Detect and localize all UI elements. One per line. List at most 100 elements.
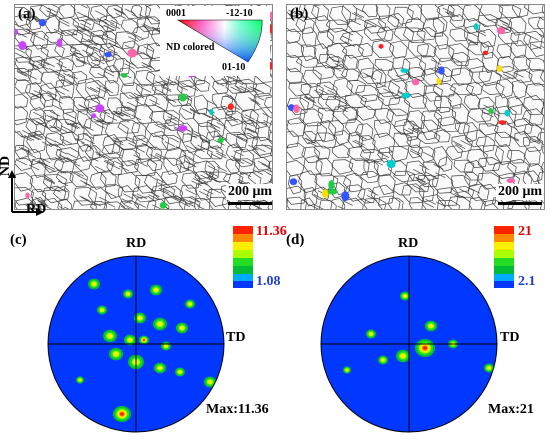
twin-boundary: [59, 20, 70, 27]
grain-boundary: [25, 118, 46, 136]
twin-boundary: [249, 86, 260, 92]
colored-grain: [209, 108, 214, 116]
twin-boundary: [454, 143, 466, 149]
twin-boundary: [200, 174, 211, 181]
microstructure-map-b: [286, 4, 545, 210]
twin-boundary: [430, 59, 442, 65]
twin-boundary: [126, 207, 131, 209]
grain-boundary: [370, 184, 395, 206]
grain-boundary: [332, 144, 351, 159]
grain-boundary: [103, 64, 120, 84]
grain-boundary: [314, 145, 331, 160]
grain-boundary: [403, 93, 428, 109]
twin-boundary: [77, 175, 88, 181]
grain-boundary: [287, 117, 306, 137]
grain-boundary: [15, 158, 33, 171]
grain-boundary: [252, 83, 272, 97]
grain-boundary: [29, 174, 53, 193]
grain-boundary: [393, 170, 416, 182]
grain-boundary: [508, 104, 532, 128]
grain-boundary: [132, 25, 150, 41]
twin-boundary: [186, 161, 197, 168]
colored-grain: [498, 120, 507, 125]
grain-boundary: [508, 15, 527, 36]
grain-boundary: [355, 84, 379, 103]
grain-boundary: [118, 200, 140, 209]
pf-d-max-label: Max:21: [488, 402, 534, 417]
grain-boundary: [104, 80, 120, 96]
intensity-blob: [92, 282, 96, 286]
twin-boundary: [66, 152, 77, 159]
grain-boundary: [492, 161, 517, 179]
twin-boundary: [40, 157, 51, 164]
grain-boundary: [523, 5, 544, 15]
grain-boundary: [481, 105, 500, 127]
twin-boundary: [16, 71, 28, 77]
grain-boundary: [432, 173, 454, 194]
twin-boundary: [356, 133, 367, 140]
panel-label-a: (a): [18, 6, 36, 22]
grain-boundary: [299, 108, 324, 127]
twin-boundary: [246, 134, 258, 141]
colored-grain: [120, 72, 128, 78]
twin-boundary: [166, 112, 177, 119]
grain-boundary: [494, 17, 513, 35]
grain-boundary: [303, 187, 318, 207]
grain-boundary: [463, 93, 481, 110]
grain-boundary: [536, 16, 544, 35]
legend-d-min: 2.1: [518, 274, 536, 289]
grain-boundary: [99, 109, 115, 124]
grain-boundary: [374, 157, 393, 177]
legend-bar-d: [494, 226, 514, 288]
twin-boundary: [210, 153, 221, 159]
twin-boundary: [460, 140, 471, 146]
twin-boundary: [262, 112, 272, 119]
twin-boundary: [530, 137, 541, 143]
twin-boundary: [108, 42, 119, 49]
grain-boundary: [325, 19, 349, 33]
grain-boundary: [98, 14, 118, 32]
grain-boundary: [420, 110, 443, 132]
twin-boundary: [242, 159, 253, 166]
twin-boundary: [106, 191, 117, 198]
twin-boundary: [141, 64, 153, 71]
grain-boundary: [371, 68, 387, 89]
grain-boundary: [449, 27, 469, 42]
intensity-blob: [164, 344, 168, 348]
twin-boundary: [83, 125, 94, 131]
grain-boundary: [318, 200, 337, 209]
twin-boundary: [454, 192, 465, 199]
grain-boundary: [479, 5, 504, 21]
twin-boundary: [410, 148, 421, 155]
scale-bar-a: [228, 202, 272, 205]
twin-boundary: [51, 104, 62, 110]
intensity-blob: [100, 308, 104, 312]
colored-grain: [506, 178, 516, 184]
twin-boundary: [263, 119, 272, 125]
grain-boundary: [101, 143, 125, 159]
twin-boundary: [313, 194, 324, 200]
twin-boundary: [51, 13, 63, 20]
grain-boundary: [252, 144, 272, 159]
twin-boundary: [210, 126, 221, 132]
grain-boundary: [528, 68, 544, 86]
twin-boundary: [33, 207, 38, 209]
twin-boundary: [103, 87, 114, 94]
twin-boundary: [365, 74, 376, 81]
grain-boundary: [477, 28, 497, 48]
grain-boundary: [249, 108, 269, 130]
grain-boundary: [53, 186, 70, 200]
grain-boundary: [511, 79, 527, 100]
grain-boundary: [536, 171, 544, 188]
twin-boundary: [16, 70, 28, 76]
colored-grain: [56, 38, 63, 48]
twin-boundary: [53, 28, 65, 35]
twin-boundary: [154, 154, 166, 161]
twin-boundary: [104, 18, 115, 25]
twin-boundary: [337, 205, 345, 209]
grain-boundary: [287, 142, 306, 160]
grain-boundary: [26, 130, 47, 154]
twin-boundary: [169, 137, 180, 143]
grain-boundary: [205, 130, 223, 149]
intensity-blob: [113, 352, 119, 356]
